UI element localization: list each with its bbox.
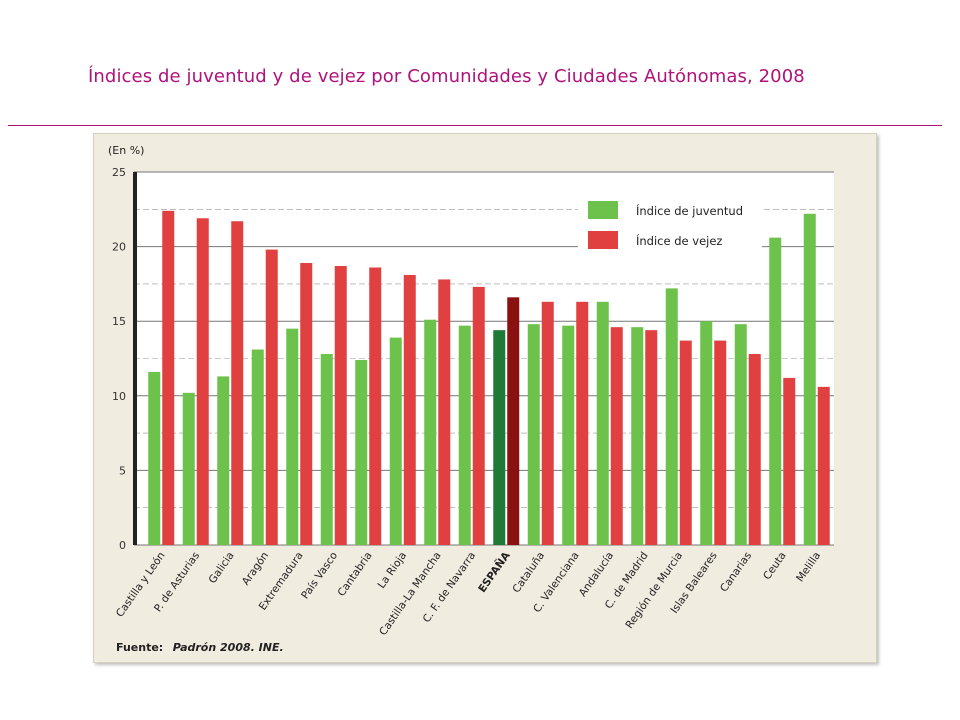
bar-juventud	[665, 288, 678, 545]
y-tick-label: 15	[112, 315, 126, 328]
bar-juventud	[562, 325, 575, 545]
source-note: Fuente: Padrón 2008. INE.	[116, 641, 284, 654]
bar-vejez	[783, 377, 796, 545]
y-tick-label: 10	[112, 390, 126, 403]
legend-swatch-juventud	[588, 201, 618, 219]
x-tick-label: Cataluña	[510, 550, 547, 595]
title-divider	[8, 125, 942, 126]
x-tick-label: Ceuta	[761, 550, 789, 582]
bar-juventud	[527, 324, 540, 545]
bar-juventud	[148, 371, 161, 545]
source-text: Padrón 2008. INE.	[173, 641, 284, 654]
bar-juventud	[389, 337, 402, 545]
x-tick-label: ESPAÑA	[475, 549, 513, 595]
legend-label-juventud: Índice de juventud	[636, 203, 743, 218]
x-tick-label: Canarias	[718, 550, 754, 595]
y-tick-label: 5	[119, 464, 126, 477]
bar-vejez	[576, 301, 589, 545]
bar-vejez	[300, 263, 313, 545]
chart-panel: (En %) 0 5 10 15 20 25 Castilla y León P. de A…	[93, 133, 877, 663]
y-unit-label: (En %)	[108, 144, 144, 157]
y-tick-label: 0	[119, 539, 126, 552]
y-tick-label: 25	[112, 166, 126, 179]
bar-vejez	[817, 386, 830, 545]
x-tick-label: Castilla-La Mancha	[377, 550, 444, 638]
bar-vejez	[265, 249, 278, 546]
x-tick-label: País Vasco	[299, 550, 340, 602]
bar-juventud	[182, 392, 195, 545]
legend: Índice de juventud Índice de vejez	[578, 189, 762, 259]
bar-juventud	[803, 213, 816, 545]
y-axis-ticks: 0 5 10 15 20 25	[112, 166, 126, 552]
bar-juventud	[769, 237, 782, 545]
bar-vejez	[334, 265, 347, 545]
bar-vejez	[679, 340, 692, 545]
bar-juventud	[458, 325, 471, 545]
y-tick-label: 20	[112, 241, 126, 254]
bar-vejez	[472, 286, 485, 545]
bar-vejez	[714, 340, 727, 545]
source-prefix: Fuente:	[116, 641, 163, 654]
bar-juventud	[286, 328, 299, 545]
bar-juventud	[493, 330, 506, 545]
bar-vejez	[645, 330, 658, 545]
bar-vejez	[541, 301, 554, 545]
bar-juventud	[596, 301, 609, 545]
bar-vejez	[369, 267, 382, 545]
x-tick-label: La Rioja	[376, 550, 410, 591]
bar-juventud	[700, 321, 713, 545]
x-tick-label: Andalucía	[577, 550, 616, 599]
bar-juventud	[734, 324, 747, 545]
bar-vejez	[748, 354, 761, 545]
x-tick-label: Galicia	[206, 550, 236, 586]
bar-juventud	[217, 376, 230, 545]
legend-swatch-vejez	[588, 231, 618, 249]
bar-juventud	[251, 349, 264, 545]
bar-vejez	[507, 297, 520, 545]
bar-vejez	[162, 210, 175, 545]
bar-vejez	[403, 274, 416, 545]
legend-label-vejez: Índice de vejez	[636, 233, 722, 248]
bar-vejez	[610, 327, 623, 545]
x-tick-label: Aragón	[240, 550, 271, 588]
x-tick-label: Cantabria	[335, 550, 374, 599]
x-tick-label: Melilla	[794, 550, 823, 584]
bar-juventud	[320, 354, 333, 545]
bar-vejez	[438, 279, 451, 545]
bar-juventud	[355, 359, 368, 545]
bar-juventud	[424, 319, 437, 545]
bar-vejez	[231, 221, 244, 545]
bar-vejez	[196, 218, 209, 545]
bars	[148, 210, 830, 546]
slide-title: Índices de juventud y de vejez por Comun…	[88, 66, 805, 87]
bar-juventud	[631, 327, 644, 545]
